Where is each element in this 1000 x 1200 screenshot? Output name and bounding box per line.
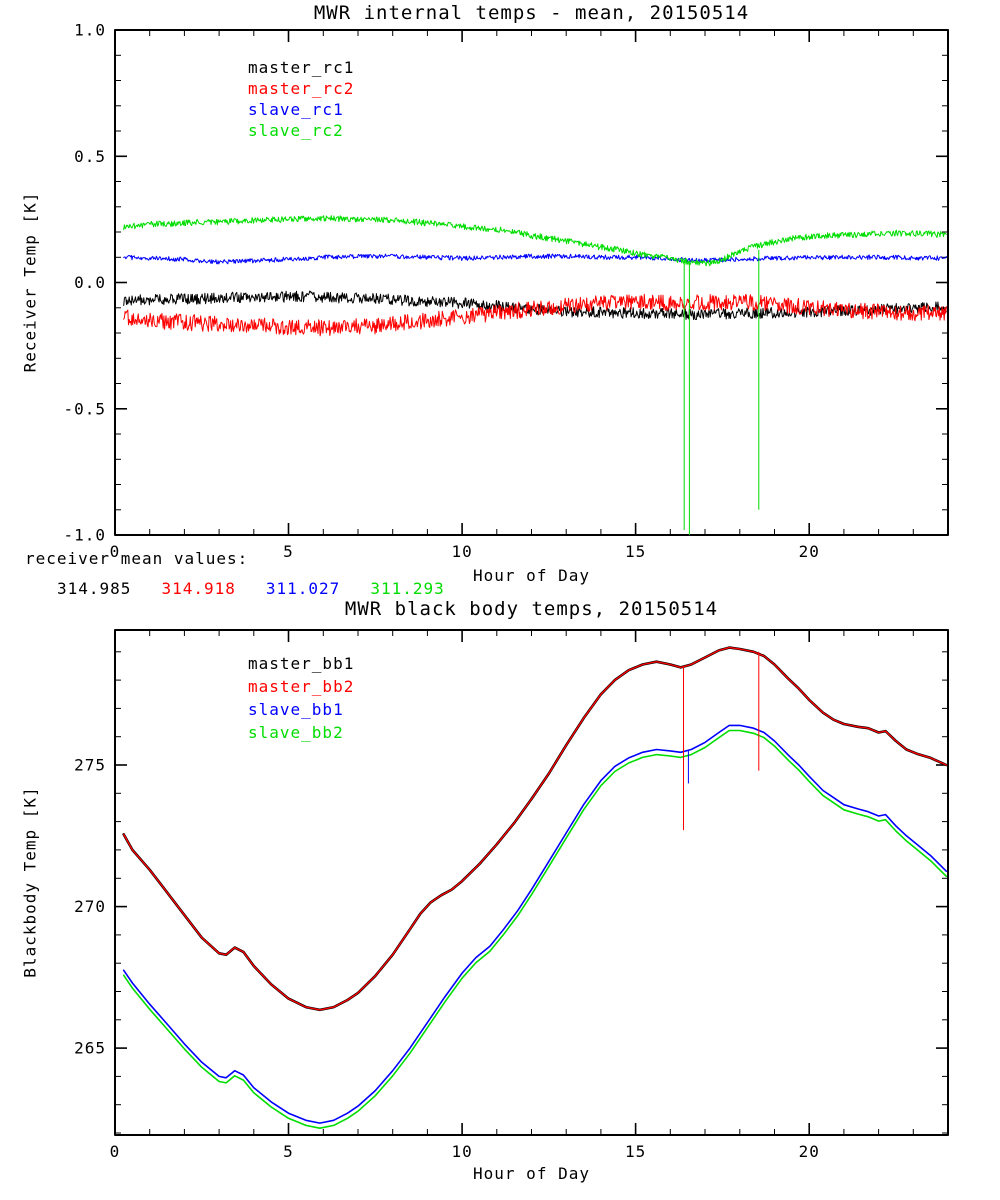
x-tick-label: 10 — [451, 1142, 472, 1161]
x-tick-label: 20 — [799, 1142, 820, 1161]
blackbody-temp-chart: 0 5 10 15 20 265 270 275 — [74, 629, 949, 1161]
legend-label-master_rc1: master_rc1 — [248, 58, 355, 77]
y-tick-label: 270 — [74, 897, 106, 916]
bottom-y-axis-label: Blackbody Temp [K] — [20, 786, 40, 978]
legend-label-slave_rc2: slave_rc2 — [248, 121, 344, 140]
mean-value: 314.918 — [161, 579, 236, 598]
receiver-mean-values: 314.985 314.918 311.027 311.293 — [57, 579, 445, 598]
x-tick-label: 10 — [451, 542, 472, 561]
x-tick-label: 0 — [110, 542, 121, 561]
receiver-mean-values-label: receiver mean values: — [25, 549, 249, 568]
y-tick-label: 265 — [74, 1039, 106, 1058]
legend-label-master_rc2: master_rc2 — [248, 79, 355, 98]
y-tick-label: -0.5 — [63, 399, 106, 418]
top-chart-title: MWR internal temps - mean, 20150514 — [313, 2, 750, 24]
x-tick-label: 15 — [625, 542, 646, 561]
series-slave_rc2 — [123, 215, 947, 267]
series-master_rc2 — [123, 293, 947, 337]
y-tick-label: 0.0 — [74, 273, 106, 292]
mean-value: 311.293 — [370, 579, 445, 598]
x-tick-label: 20 — [799, 542, 820, 561]
top-chart-legend: master_rc1 master_rc2 slave_rc1 slave_rc2 — [248, 57, 354, 141]
legend-label-slave_rc1: slave_rc1 — [248, 100, 344, 119]
x-tick-label: 15 — [625, 1142, 646, 1161]
top-y-axis-label: Receiver Temp [K] — [20, 191, 40, 373]
bottom-chart-legend: master_bb1 master_bb2 slave_bb1 slave_bb2 — [248, 652, 354, 744]
bottom-chart-title: MWR black body temps, 20150514 — [344, 598, 719, 620]
legend-label-master_bb2: master_bb2 — [248, 677, 355, 696]
series-slave_rc1 — [123, 253, 947, 265]
series-master_bb2 — [123, 646, 947, 1011]
mean-value: 311.027 — [265, 579, 341, 598]
top-x-axis-label: Hour of Day — [473, 566, 590, 585]
series-slave_bb2 — [122, 729, 948, 1129]
x-tick-label: 5 — [283, 542, 294, 561]
legend-label-slave_bb2: slave_bb2 — [248, 723, 344, 742]
legend-label-master_bb1: master_bb1 — [248, 654, 355, 673]
y-tick-label: 0.5 — [74, 147, 106, 166]
y-tick-label: -1.0 — [63, 526, 106, 545]
x-tick-label: 0 — [110, 1142, 121, 1161]
bottom-x-axis-label: Hour of Day — [473, 1164, 590, 1183]
x-tick-label: 5 — [283, 1142, 294, 1161]
mean-value: 314.985 — [57, 579, 132, 598]
y-tick-label: 1.0 — [74, 21, 106, 40]
series-slave_bb1 — [122, 724, 948, 1124]
y-tick-label: 275 — [74, 756, 106, 775]
receiver-temp-chart: 0 5 10 15 20 -1.0 -0.5 0.0 0.5 1.0 — [63, 21, 949, 561]
plot-box — [114, 29, 949, 536]
legend-label-slave_bb1: slave_bb1 — [248, 700, 344, 719]
plot-box — [114, 629, 949, 1136]
